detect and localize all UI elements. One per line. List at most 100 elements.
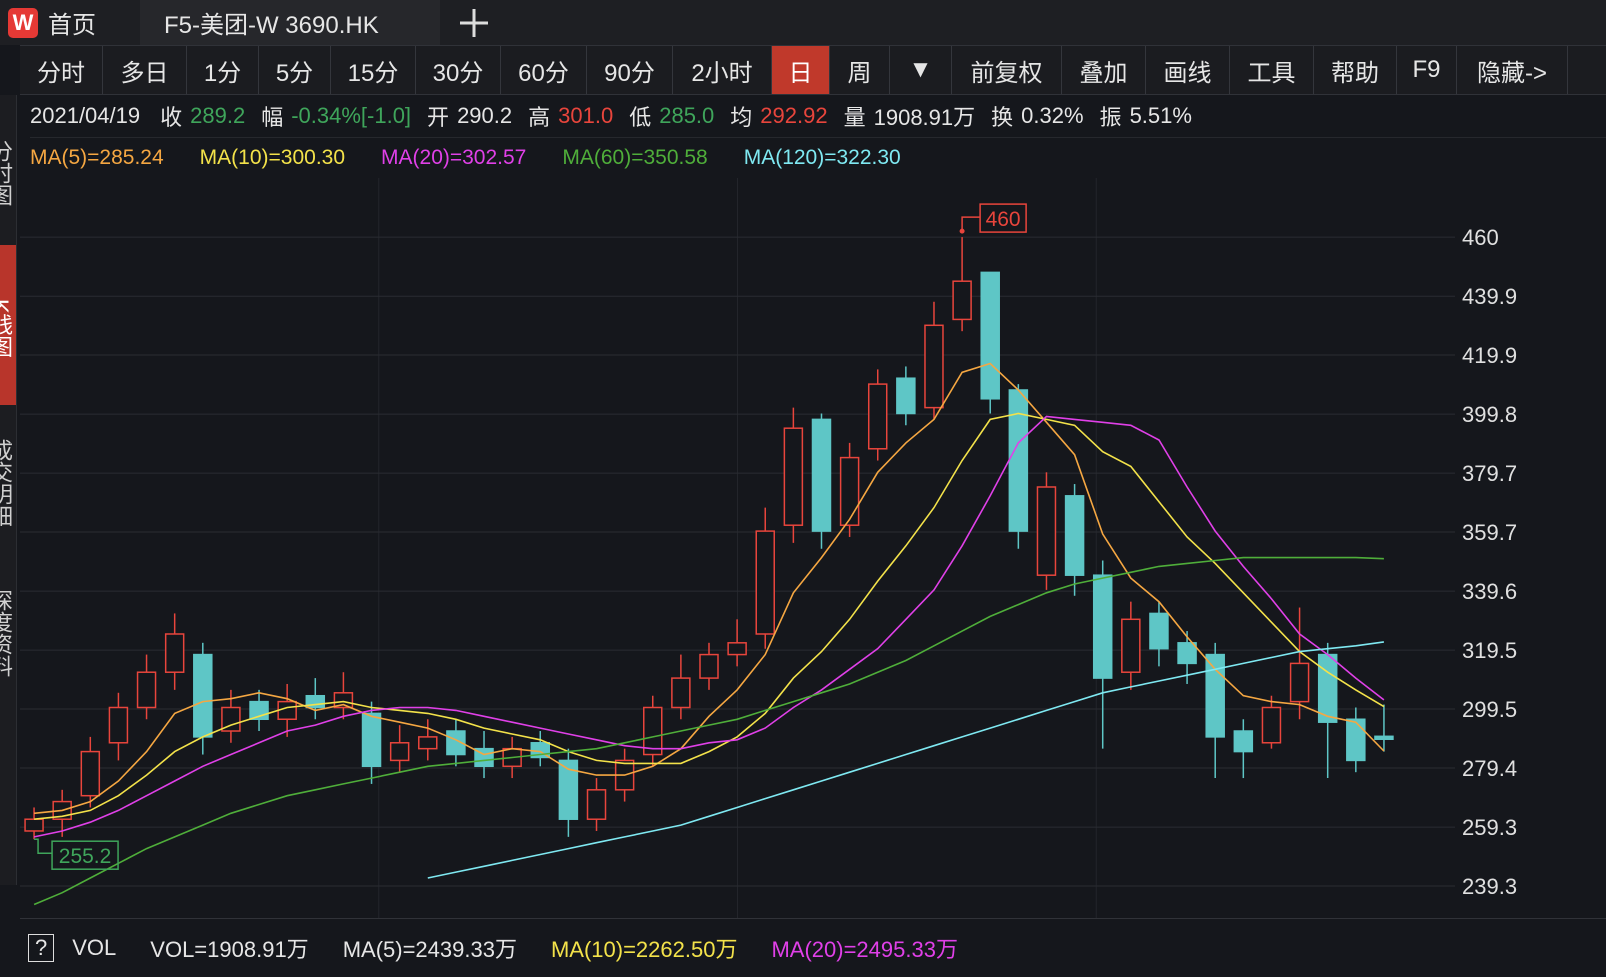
toolbar-button[interactable]: 5分 xyxy=(259,46,331,94)
toolbar-button[interactable]: ▼ xyxy=(890,46,952,94)
toolbar-button[interactable]: 隐藏-> xyxy=(1457,46,1568,94)
ma-line xyxy=(34,362,1385,815)
side-tab-label: 成交明细 xyxy=(0,439,13,527)
toolbar-button[interactable]: 2小时 xyxy=(673,46,772,94)
toolbar-button[interactable]: 多日 xyxy=(103,46,187,94)
field-label: 量 xyxy=(843,105,866,130)
high-label-box xyxy=(979,203,1027,233)
candle-body xyxy=(1036,486,1057,576)
candle-body xyxy=(277,700,297,721)
y-tick-label: 359.7 xyxy=(1462,520,1517,545)
toolbar-button[interactable]: 90分 xyxy=(587,46,673,94)
side-tab-label: 深度资料 xyxy=(0,589,13,677)
volume-legend-entry: MA(5)=2439.33万 xyxy=(342,937,517,962)
side-tab[interactable]: K线图 xyxy=(0,245,16,405)
ma-line xyxy=(33,415,1385,838)
y-tick-label: 339.6 xyxy=(1462,579,1517,604)
field-value: -0.34%[-1.0] xyxy=(291,103,412,128)
candle-body xyxy=(164,633,185,673)
candle-body xyxy=(136,671,157,709)
legend-entry: MA(5)=285.24 xyxy=(30,146,164,169)
ma-line xyxy=(427,641,1385,879)
candle-body xyxy=(727,642,747,656)
candle-body xyxy=(586,789,607,820)
stock-tab[interactable]: F5-美团-W 3690.HK xyxy=(140,0,440,45)
toolbar-button[interactable]: F9 xyxy=(1397,46,1457,94)
tab-label: F5-美团-W 3690.HK xyxy=(164,12,379,39)
candle-body xyxy=(558,759,579,820)
legend-entry: MA(10)=300.30 xyxy=(199,146,346,169)
low-label: 255.2 xyxy=(59,845,112,868)
y-tick-label: 319.5 xyxy=(1462,638,1517,663)
field-label: 振 xyxy=(1099,105,1122,130)
toolbar-button[interactable]: 15分 xyxy=(331,46,416,94)
candle-body xyxy=(783,427,804,526)
y-tick-label: 399.8 xyxy=(1462,402,1517,427)
toolbar-button[interactable]: 叠加 xyxy=(1062,46,1146,94)
field-label: 换 xyxy=(991,105,1014,130)
candle-body xyxy=(839,456,860,526)
field-label: 开 xyxy=(427,105,450,130)
y-tick-label: 239.3 xyxy=(1462,874,1517,899)
tab-bar: W 首页 F5-美团-W 3690.HK xyxy=(0,0,1606,45)
quote-info: 2021/04/19 收 289.2 幅 -0.34%[-1.0] 开 290.2 高 301.… xyxy=(30,96,1208,136)
toolbar: 分时 多日 1分 5分 15分 30分 60分 90分 2小时日周 ▼ 前复权 叠加 画线 工具 帮助 F9 隐… xyxy=(20,45,1606,95)
toolbar-button[interactable]: 画线 xyxy=(1146,46,1230,94)
candle-body xyxy=(924,324,944,409)
candle-body xyxy=(867,383,888,450)
toolbar-button[interactable]: 日 xyxy=(772,46,830,94)
candle-body xyxy=(1374,735,1394,740)
side-tab[interactable]: 深度资料 xyxy=(0,555,16,705)
ma-legend: MA(5)=285.24 MA(10)=300.30 MA(20)=302.57 MA… xyxy=(30,137,1606,178)
candle-body xyxy=(333,692,354,709)
candle-body xyxy=(361,712,382,768)
volume-legend-entry: MA(20)=2495.33万 xyxy=(771,937,958,962)
low-leader xyxy=(34,838,53,854)
legend-entry: MA(60)=350.58 xyxy=(562,146,708,169)
candle-body xyxy=(1177,642,1197,665)
candle-body xyxy=(305,694,326,709)
legend-entry: MA(120)=322.30 xyxy=(743,146,901,169)
y-tick-label: 419.9 xyxy=(1462,343,1517,368)
volume-legend-entry: MA(10)=2262.50万 xyxy=(550,937,738,962)
toolbar-button[interactable]: 帮助 xyxy=(1314,46,1397,94)
candle-body xyxy=(1064,495,1085,576)
field-label: 幅 xyxy=(261,105,284,130)
candle-body xyxy=(389,742,410,762)
field-label: 高 xyxy=(528,105,551,130)
candle-body xyxy=(980,271,1000,400)
toolbar-button[interactable]: 1分 xyxy=(187,46,259,94)
candle-body xyxy=(896,377,916,415)
side-tab-label: K线图 xyxy=(0,298,13,358)
side-tab[interactable]: 分时图 xyxy=(0,95,16,245)
toolbar-button[interactable]: 工具 xyxy=(1230,46,1314,94)
help-icon[interactable]: ? xyxy=(28,934,55,962)
toolbar-button[interactable]: 60分 xyxy=(501,46,587,94)
candle-body xyxy=(193,653,213,738)
side-tab[interactable]: 成交明细 xyxy=(0,405,16,555)
candle-body xyxy=(1289,662,1310,703)
high-leader xyxy=(961,216,981,232)
candle-body xyxy=(1149,612,1169,650)
toolbar-button[interactable]: 30分 xyxy=(416,46,501,94)
y-tick-label: 379.7 xyxy=(1462,461,1517,486)
candle-body xyxy=(108,706,129,744)
volume-legend: ? VOL VOL=1908.91万 MA(5)=2439.33万 MA(10)=226… xyxy=(20,918,1606,977)
toolbar-button[interactable]: 前复权 xyxy=(952,46,1062,94)
toolbar-button[interactable]: 分时 xyxy=(20,46,103,94)
candle-body xyxy=(811,418,832,532)
home-tab[interactable]: W 首页 xyxy=(0,0,140,45)
field-label: 低 xyxy=(629,105,652,130)
new-tab-button[interactable] xyxy=(454,3,494,43)
y-tick-label: 299.5 xyxy=(1462,697,1517,722)
candle-body xyxy=(643,706,663,756)
y-tick-label: 279.4 xyxy=(1462,756,1517,781)
tab-label: 首页 xyxy=(48,12,96,39)
candle-body xyxy=(1261,706,1282,744)
candle-body xyxy=(1317,653,1338,723)
candle-body xyxy=(418,736,438,750)
candle-body xyxy=(1205,653,1225,738)
legend-entry: MA(20)=302.57 xyxy=(381,146,527,169)
toolbar-button[interactable]: 周 xyxy=(830,46,890,94)
logo: W xyxy=(8,7,38,38)
